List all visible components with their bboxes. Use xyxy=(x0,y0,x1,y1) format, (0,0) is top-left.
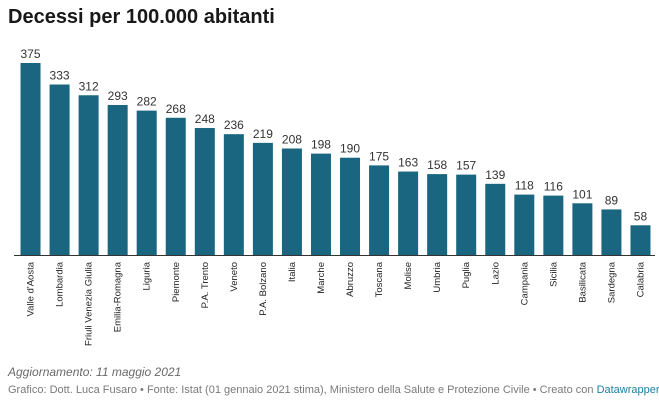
bar xyxy=(514,194,535,255)
bar-chart: 375 333 312 293 282 268 248 236 219 208 198 190 175 1… xyxy=(14,47,655,346)
category-label: Veneto xyxy=(229,262,240,292)
update-note: Aggiornamento: 11 maggio 2021 xyxy=(8,365,182,379)
value-label: 89 xyxy=(605,193,619,207)
category-label: Sardegna xyxy=(606,261,617,303)
bar xyxy=(107,104,128,255)
value-label: 236 xyxy=(224,118,244,132)
category-label: Emilia-Romagna xyxy=(113,261,124,332)
value-label: 219 xyxy=(253,127,273,141)
category-label: Abruzzo xyxy=(345,262,356,297)
bar xyxy=(485,183,506,255)
bar xyxy=(78,95,99,255)
category-label: Valle d'Aosta xyxy=(26,261,37,316)
value-label: 157 xyxy=(456,159,476,173)
bar xyxy=(281,148,302,255)
value-label: 312 xyxy=(79,79,99,93)
category-label: P.A. Trento xyxy=(200,262,211,308)
category-label: Piemonte xyxy=(171,262,182,302)
category-label: Umbria xyxy=(432,261,443,292)
value-label: 282 xyxy=(137,95,157,109)
bar xyxy=(398,171,419,255)
bar xyxy=(630,225,651,255)
bar xyxy=(543,195,564,255)
value-label: 58 xyxy=(634,209,648,223)
category-labels-group: Valle d'Aosta Lombardia Friuli Venezia Giu… xyxy=(26,261,647,346)
value-label: 175 xyxy=(369,149,389,163)
bar xyxy=(427,174,448,255)
category-label: Friuli Venezia Giulia xyxy=(84,261,95,346)
bar xyxy=(456,174,477,255)
category-label: Calabria xyxy=(635,261,646,297)
bar xyxy=(165,117,186,255)
bar xyxy=(601,209,622,255)
category-label: Sicilia xyxy=(548,261,559,287)
value-label: 101 xyxy=(572,187,592,201)
bar xyxy=(49,84,70,255)
category-label: Marche xyxy=(316,262,327,294)
category-label: Italia xyxy=(287,261,298,282)
value-label: 163 xyxy=(398,156,418,170)
bar xyxy=(136,110,157,256)
datawrapper-link[interactable]: Datawrapper xyxy=(596,384,659,396)
value-label: 248 xyxy=(195,112,215,126)
value-label: 208 xyxy=(282,133,302,147)
value-label: 375 xyxy=(21,47,41,61)
bars-group xyxy=(20,63,651,256)
category-label: P.A. Bolzano xyxy=(258,262,269,316)
bar xyxy=(252,142,273,255)
value-label: 268 xyxy=(166,102,186,116)
value-label: 139 xyxy=(485,168,505,182)
value-label: 116 xyxy=(544,180,563,194)
credits-line: Grafico: Dott. Luca Fusaro • Fonte: Ista… xyxy=(8,384,659,396)
category-label: Lombardia xyxy=(55,261,66,307)
credits-text: Grafico: Dott. Luca Fusaro • Fonte: Ista… xyxy=(8,384,594,396)
bar xyxy=(572,203,593,255)
value-labels-group: 375 333 312 293 282 268 248 236 219 208 198 190 175 1… xyxy=(21,47,648,223)
bar xyxy=(223,134,244,255)
value-label: 198 xyxy=(311,138,331,152)
category-label: Liguria xyxy=(142,261,153,290)
bar xyxy=(20,63,41,255)
value-label: 190 xyxy=(340,142,360,156)
bar xyxy=(369,165,390,255)
category-label: Molise xyxy=(403,262,414,289)
category-label: Basilicata xyxy=(577,261,588,302)
value-label: 293 xyxy=(108,89,128,103)
value-label: 333 xyxy=(50,69,70,83)
bar xyxy=(340,157,361,255)
category-label: Campania xyxy=(519,261,530,305)
value-label: 158 xyxy=(427,158,447,172)
chart-title: Decessi per 100.000 abitanti xyxy=(8,6,275,28)
category-label: Puglia xyxy=(461,261,472,288)
bar xyxy=(310,153,331,255)
category-label: Lazio xyxy=(490,262,501,285)
value-label: 118 xyxy=(515,179,534,193)
category-label: Toscana xyxy=(374,261,385,297)
bar xyxy=(194,128,215,255)
